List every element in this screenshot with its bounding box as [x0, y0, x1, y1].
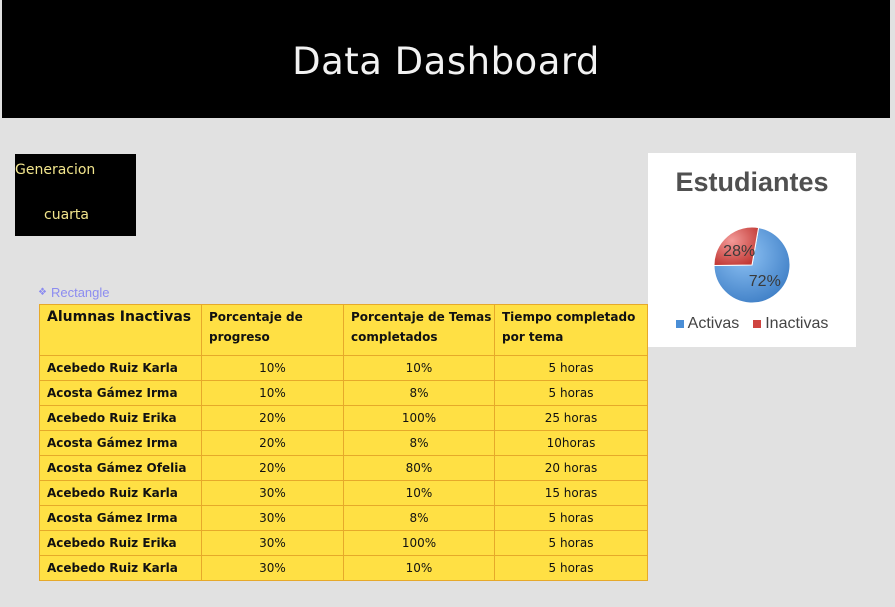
cell-temas: 8%: [343, 430, 495, 456]
pie-label-inactivas: 28%: [723, 243, 755, 260]
table-body: Acebedo Ruiz Karla 10% 10% 5 horas Acosta Gá…: [39, 355, 648, 581]
legend-swatch-activas: [675, 320, 684, 328]
students-chart: Estudiantes 72% 28% Activas Inactivas: [648, 153, 856, 347]
cell-progreso: 20%: [201, 405, 344, 431]
table-row: Acebedo Ruiz Karla 30% 10% 15 horas: [39, 480, 648, 506]
cell-temas: 8%: [343, 380, 495, 406]
cell-temas: 100%: [343, 530, 495, 556]
cell-name: Acebedo Ruiz Erika: [39, 530, 202, 556]
cell-name: Acosta Gámez Ofelia: [39, 455, 202, 481]
cell-name: Acosta Gámez Irma: [39, 430, 202, 456]
cell-name: Acebedo Ruiz Karla: [39, 355, 202, 381]
generation-value: cuarta: [44, 207, 89, 223]
column-header-temas: Porcentaje de Temas completados: [343, 304, 495, 356]
table-row: Acosta Gámez Irma 10% 8% 5 horas: [39, 380, 648, 406]
legend-item-inactivas: Inactivas: [753, 315, 828, 333]
cell-tiempo: 5 horas: [494, 355, 648, 381]
cell-temas: 80%: [343, 455, 495, 481]
chart-title: Estudiantes: [675, 167, 829, 197]
cell-tiempo: 25 horas: [494, 405, 648, 431]
cell-tiempo: 5 horas: [494, 380, 648, 406]
header-bar: Data Dashboard: [2, 0, 890, 118]
cell-name: Acosta Gámez Irma: [39, 505, 202, 531]
column-header-progreso: Porcentaje de progreso: [201, 304, 344, 356]
cell-tiempo: 5 horas: [494, 505, 648, 531]
cell-name: Acebedo Ruiz Erika: [39, 405, 202, 431]
pie-label-activas: 72%: [749, 273, 781, 290]
cell-progreso: 20%: [201, 455, 344, 481]
cell-name: Acebedo Ruiz Karla: [39, 555, 202, 581]
generation-box: Generacion cuarta: [15, 154, 136, 236]
legend-item-activas: Activas: [675, 315, 740, 333]
cell-tiempo: 10horas: [494, 430, 648, 456]
rectangle-label-text: Rectangle: [50, 285, 110, 300]
cell-progreso: 30%: [201, 480, 344, 506]
chart-legend: Activas Inactivas: [648, 315, 856, 333]
rectangle-shape-label[interactable]: ❖ Rectangle: [38, 285, 110, 300]
cell-progreso: 10%: [201, 380, 344, 406]
table-row: Acebedo Ruiz Erika 20% 100% 25 horas: [39, 405, 648, 431]
generation-label: Generacion: [15, 162, 96, 178]
cell-tiempo: 5 horas: [494, 555, 648, 581]
cell-tiempo: 15 horas: [494, 480, 648, 506]
cell-progreso: 30%: [201, 530, 344, 556]
cell-temas: 10%: [343, 480, 495, 506]
table-row: Acebedo Ruiz Erika 30% 100% 5 horas: [39, 530, 648, 556]
cell-tiempo: 20 horas: [494, 455, 648, 481]
table-row: Acebedo Ruiz Karla 10% 10% 5 horas: [39, 355, 648, 381]
cell-temas: 10%: [343, 355, 495, 381]
table-row: Acosta Gámez Irma 20% 8% 10horas: [39, 430, 648, 456]
column-header-name: Alumnas Inactivas: [39, 304, 202, 356]
cell-progreso: 20%: [201, 430, 344, 456]
cell-tiempo: 5 horas: [494, 530, 648, 556]
page-title: Data Dashboard: [292, 39, 600, 83]
cell-temas: 8%: [343, 505, 495, 531]
table-row: Acosta Gámez Ofelia 20% 80% 20 horas: [39, 455, 648, 481]
pie-chart: 72% 28%: [713, 226, 791, 304]
cell-temas: 100%: [343, 405, 495, 431]
inactive-students-table: Alumnas Inactivas Porcentaje de progreso…: [39, 304, 648, 581]
cell-progreso: 30%: [201, 505, 344, 531]
legend-swatch-inactivas: [753, 320, 762, 328]
cell-temas: 10%: [343, 555, 495, 581]
table-row: Acebedo Ruiz Karla 30% 10% 5 horas: [39, 555, 648, 581]
cell-progreso: 10%: [201, 355, 344, 381]
move-handle-icon[interactable]: ❖: [38, 287, 47, 298]
legend-label-activas: Activas: [687, 315, 740, 332]
pie-slice-inactivas: [713, 226, 760, 267]
cell-name: Acosta Gámez Irma: [39, 380, 202, 406]
cell-progreso: 30%: [201, 555, 344, 581]
table-header-row: Alumnas Inactivas Porcentaje de progreso…: [39, 304, 648, 356]
cell-name: Acebedo Ruiz Karla: [39, 480, 202, 506]
legend-label-inactivas: Inactivas: [765, 315, 829, 332]
table-row: Acosta Gámez Irma 30% 8% 5 horas: [39, 505, 648, 531]
column-header-tiempo: Tiempo completado por tema: [494, 304, 648, 356]
